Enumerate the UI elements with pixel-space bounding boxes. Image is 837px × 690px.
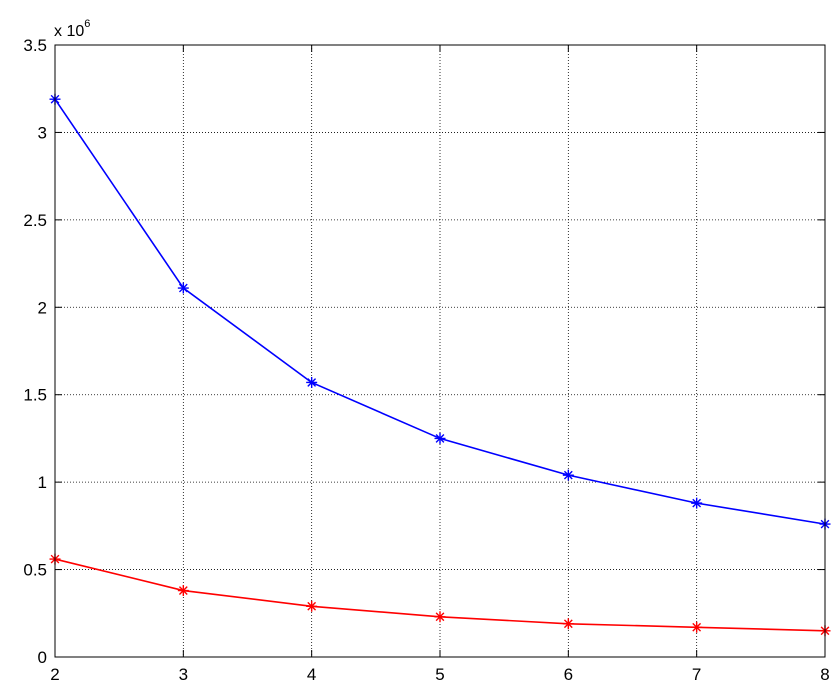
grid-lines bbox=[54, 44, 826, 658]
tick-labels: 2 3 4 5 6 7 8 0 0.5 1 1.5 2 2.5 3 3.5 bbox=[23, 36, 829, 684]
data-point-marker bbox=[562, 469, 574, 481]
y-multiplier-base: x 10 bbox=[54, 23, 84, 40]
y-tick-label: 1 bbox=[38, 473, 47, 492]
x-tick-label: 4 bbox=[307, 665, 316, 684]
y-tick-label: 0 bbox=[38, 648, 47, 667]
y-multiplier-exponent: 6 bbox=[84, 18, 90, 30]
y-tick-label: 3.5 bbox=[23, 36, 47, 55]
data-point-marker bbox=[691, 497, 703, 509]
y-axis-multiplier: x 106 bbox=[54, 18, 90, 40]
data-point-marker bbox=[306, 600, 318, 612]
x-tick-label: 2 bbox=[50, 665, 59, 684]
x-tick-label: 6 bbox=[564, 665, 573, 684]
data-point-marker bbox=[562, 618, 574, 630]
y-tick-label: 1.5 bbox=[23, 386, 47, 405]
x-tick-label: 5 bbox=[435, 665, 444, 684]
data-point-marker bbox=[434, 611, 446, 623]
axis-ticks bbox=[54, 44, 826, 658]
x-tick-label: 8 bbox=[820, 665, 829, 684]
y-tick-label: 0.5 bbox=[23, 561, 47, 580]
y-tick-label: 2.5 bbox=[23, 211, 47, 230]
data-point-marker bbox=[177, 585, 189, 597]
y-tick-label: 3 bbox=[38, 123, 47, 142]
data-point-marker bbox=[177, 282, 189, 294]
series-layer bbox=[49, 93, 831, 637]
x-tick-label: 7 bbox=[692, 665, 701, 684]
data-point-marker bbox=[306, 376, 318, 388]
y-tick-label: 2 bbox=[38, 298, 47, 317]
data-point-marker bbox=[691, 621, 703, 633]
data-point-marker bbox=[434, 432, 446, 444]
x-tick-label: 3 bbox=[179, 665, 188, 684]
